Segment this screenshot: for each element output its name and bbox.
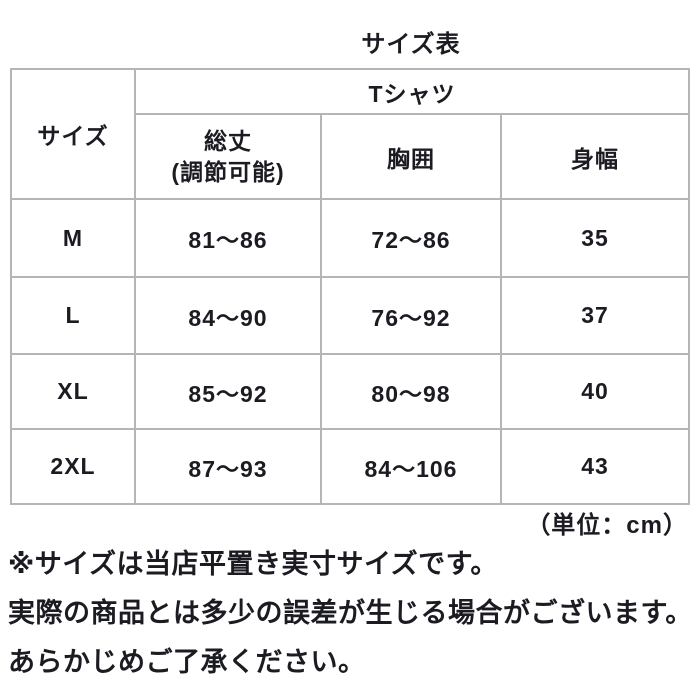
- disclaimer-notes: ※サイズは当店平置き実寸サイズです。 実際の商品とは多少の誤差が生じる場合がござ…: [8, 540, 700, 687]
- note-line: 実際の商品とは多少の誤差が生じる場合がございます。: [8, 598, 693, 628]
- table-subheader-row: 総丈 (調節可能) 胸囲 身幅: [11, 113, 690, 200]
- column-header-size: サイズ: [10, 68, 136, 200]
- size-label: L: [10, 276, 136, 355]
- chest-value: 84～106: [320, 428, 502, 505]
- page-title: サイズ表: [361, 31, 461, 58]
- chest-value: 76～92: [320, 276, 502, 355]
- note-line: ※サイズは当店平置き実寸サイズです。: [8, 549, 498, 579]
- size-label: 2XL: [10, 428, 136, 505]
- table-row: M 81～86 72～86 35: [10, 198, 690, 278]
- table-row: XL 85～92 80～98 40: [10, 353, 690, 430]
- table-row: 2XL 87～93 84～106 43: [10, 428, 690, 505]
- chest-value: 80～98: [320, 353, 502, 430]
- size-table: サイズ Tシャツ 総丈 (調節可能) 胸囲 身幅 M 81～86 72～86 3…: [10, 68, 690, 505]
- size-label: M: [10, 198, 136, 278]
- table-row: L 84～90 76～92 37: [10, 276, 690, 355]
- chest-value: 72～86: [320, 198, 502, 278]
- table-group-header-row: サイズ Tシャツ: [10, 68, 690, 200]
- total-length-value: 85～92: [134, 353, 322, 430]
- total-length-value: 87～93: [134, 428, 322, 505]
- note-line: あらかじめご了承ください。: [8, 647, 366, 677]
- size-label: XL: [10, 353, 136, 430]
- body-width-value: 43: [500, 428, 690, 505]
- column-header-total-length: 総丈 (調節可能): [134, 113, 322, 200]
- total-length-value: 81～86: [134, 198, 322, 278]
- body-width-value: 37: [500, 276, 690, 355]
- body-width-value: 40: [500, 353, 690, 430]
- body-width-value: 35: [500, 198, 690, 278]
- column-header-chest: 胸囲: [320, 113, 502, 200]
- group-header-tshirt: Tシャツ: [134, 68, 690, 115]
- total-length-value: 84～90: [134, 276, 322, 355]
- unit-note: （単位：cm）: [526, 512, 688, 539]
- column-header-body-width: 身幅: [500, 113, 690, 200]
